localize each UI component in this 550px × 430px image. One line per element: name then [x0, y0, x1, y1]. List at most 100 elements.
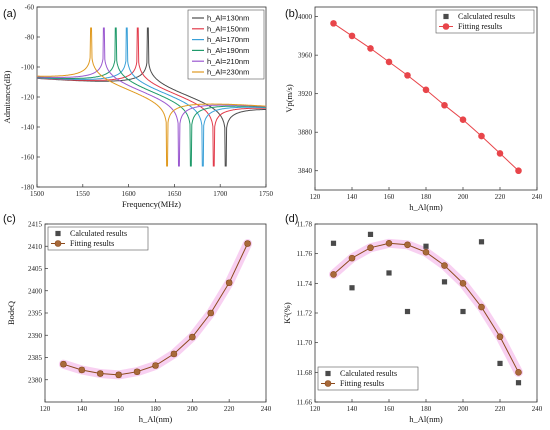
panel-b: 120 140 160 180 200 220 240 3840 3880 3920 3960 400…: [284, 6, 543, 212]
legend-label: h_Al=230nm: [207, 68, 249, 77]
fit-glow: [58, 239, 253, 380]
legend-label: h_Al=170nm: [207, 35, 249, 44]
fitting-point: [441, 262, 448, 269]
fit-line: [333, 22, 519, 172]
fitting-point: [515, 167, 522, 175]
legend-label: h_Al=190nm: [207, 46, 249, 55]
x-tick-label: 160: [113, 405, 124, 413]
fitting-point: [367, 244, 374, 252]
x-tick-label: 120: [310, 405, 321, 413]
admittance-curve: [37, 27, 267, 167]
calculated-point: [349, 285, 355, 291]
fit-line: [63, 243, 249, 376]
x-tick-label: 180: [150, 405, 161, 413]
x-tick-label: 200: [458, 193, 469, 201]
x-tick-label: 220: [224, 405, 235, 413]
legend-label: Calculated results: [458, 12, 515, 21]
x-tick-label: 240: [532, 193, 543, 201]
legend-box: [317, 366, 419, 391]
panel-label: (a): [3, 8, 16, 20]
y-tick-label: 2410: [28, 243, 43, 251]
panel-c: 120 140 160 180 200 220 240 2380 2385 2390 2395 240…: [3, 213, 272, 424]
fitting-point: [60, 360, 67, 368]
y-tick-label: 2405: [28, 265, 43, 273]
calculated-point: [423, 243, 429, 249]
fitting-point: [348, 254, 356, 262]
x-tick-label: 1700: [213, 190, 228, 198]
y-tick-label: -120: [21, 94, 34, 102]
x-tick-label: 1500: [30, 190, 45, 198]
admittance-curve: [37, 27, 266, 167]
y-tick-label: -60: [25, 4, 35, 12]
calculated-point: [497, 360, 503, 367]
calculated-point: [478, 239, 485, 245]
fitting-point: [441, 101, 448, 109]
fitting-point: [385, 239, 393, 247]
y-tick-label: 4000: [298, 13, 313, 21]
fitting-point: [459, 116, 467, 123]
y-tick-label: 2390: [28, 332, 43, 340]
y-tick-label: 3960: [298, 52, 313, 60]
x-tick-label: 160: [384, 193, 395, 201]
fitting-point: [515, 369, 522, 376]
y-tick-label: -80: [25, 34, 35, 42]
fitting-point: [115, 371, 122, 379]
calculated-point: [515, 380, 522, 386]
y-tick-label: -180: [21, 184, 34, 192]
fit-line: [333, 242, 519, 373]
fitting-point: [78, 366, 86, 374]
x-tick-label: 160: [384, 405, 395, 413]
x-tick-label: 1600: [122, 190, 137, 198]
fitting-point: [442, 23, 450, 30]
x-tick-label: 240: [261, 405, 272, 413]
fitting-point: [330, 271, 337, 278]
fitting-point: [330, 20, 337, 27]
y-tick-label: 11.78: [297, 221, 313, 229]
legend-label: Calculated results: [70, 229, 127, 238]
legend-box: [187, 9, 265, 80]
panel-label: (b): [285, 8, 298, 20]
y-tick-label: 11.74: [297, 280, 313, 288]
calculated-point: [330, 240, 337, 246]
calculated-point: [404, 308, 411, 315]
fitting-point: [367, 45, 374, 52]
x-tick-label: 120: [40, 405, 51, 413]
panel-a: 1500 1550 1600 1650 1700 1750 -180 -160 -140 -120…: [2, 4, 274, 210]
legend-label: h_Al=150nm: [207, 24, 249, 33]
fitting-point: [324, 380, 332, 387]
calculated-point: [55, 230, 61, 237]
fitting-point: [207, 309, 215, 317]
plot-frame: [314, 6, 538, 191]
fitting-point: [422, 248, 430, 256]
x-tick-label: 1750: [259, 190, 274, 198]
fitting-point: [404, 72, 411, 79]
fitting-point: [496, 150, 504, 157]
admittance-curve: [37, 27, 266, 167]
x-tick-label: 220: [495, 405, 506, 413]
fitting-point: [170, 350, 178, 358]
legend-label: Fitting results: [340, 379, 384, 388]
legend-label: Fitting results: [458, 22, 502, 31]
x-tick-label: 120: [310, 193, 321, 201]
x-tick-label: 240: [532, 405, 543, 413]
x-tick-label: 140: [77, 405, 88, 413]
legend-box: [435, 9, 535, 34]
y-tick-label: 2380: [28, 376, 43, 384]
calculated-point: [443, 13, 449, 20]
y-tick-label: 3880: [298, 129, 313, 137]
x-axis-label: h_Al(nm): [409, 414, 443, 424]
panel-d: 120 140 160 180 200 220 240 11.66 11.68 11.70 11.7…: [282, 213, 543, 424]
y-tick-label: 11.68: [297, 369, 313, 377]
x-axis-label: Frequency(MHz): [122, 199, 181, 209]
calculated-point: [460, 308, 466, 315]
y-axis-label: BodeQ: [6, 301, 16, 325]
fitting-point: [478, 303, 485, 311]
fitting-point: [385, 58, 393, 66]
legend-label: Calculated results: [340, 369, 397, 378]
calculated-point: [441, 279, 448, 285]
y-tick-label: 2400: [28, 287, 43, 295]
fitting-point: [244, 240, 251, 247]
y-axis-label: K²(%): [282, 302, 292, 324]
fitting-point: [478, 132, 485, 140]
fitting-point: [348, 32, 356, 40]
